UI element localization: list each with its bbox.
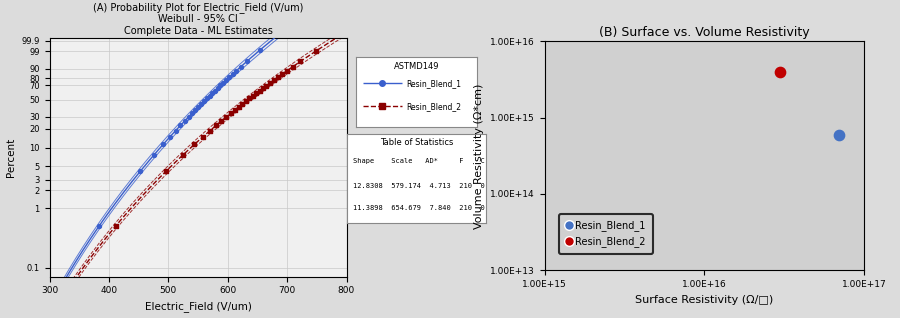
Text: Resin_Blend_1: Resin_Blend_1	[407, 79, 462, 88]
Point	[202, 128, 217, 133]
Point	[174, 123, 188, 128]
Point	[231, 104, 246, 109]
Point	[216, 80, 230, 86]
Point	[266, 78, 281, 83]
Point	[213, 83, 228, 88]
Point	[223, 111, 238, 116]
Point	[205, 91, 220, 96]
Title: (B) Surface vs. Volume Resistivity: (B) Surface vs. Volume Resistivity	[598, 26, 810, 39]
Point	[259, 83, 274, 88]
Text: Resin_Blend_2: Resin_Blend_2	[407, 102, 462, 111]
Point	[222, 75, 237, 80]
X-axis label: Electric_Field (V/um): Electric_Field (V/um)	[145, 301, 251, 312]
Point	[196, 134, 211, 139]
Point	[194, 101, 209, 107]
Text: Shape    Scale   AD*     F    C: Shape Scale AD* F C	[354, 158, 485, 164]
Title: (A) Probability Plot for Electric_Field (V/um)
Weibull - 95% CI
Complete Data - : (A) Probability Plot for Electric_Field …	[93, 2, 303, 36]
Text: ASTMD149: ASTMD149	[393, 62, 439, 71]
Point	[197, 99, 211, 104]
Point	[177, 118, 192, 123]
Point	[234, 64, 248, 69]
Y-axis label: Percent: Percent	[5, 138, 16, 177]
Point	[92, 224, 106, 229]
Point	[219, 78, 233, 83]
Point	[211, 86, 225, 91]
Point	[280, 68, 294, 73]
Point	[235, 101, 249, 107]
Point	[208, 88, 222, 93]
Point	[252, 88, 266, 93]
Point	[253, 47, 267, 52]
Point	[168, 128, 183, 133]
Point	[246, 93, 260, 98]
Point	[270, 75, 284, 80]
X-axis label: Surface Resistivity (Ω/□): Surface Resistivity (Ω/□)	[635, 294, 773, 305]
Point	[188, 107, 202, 113]
Point	[191, 104, 205, 109]
Point	[225, 72, 239, 77]
Point	[293, 59, 308, 64]
Y-axis label: Volume Resistivity (Ω*cm): Volume Resistivity (Ω*cm)	[474, 83, 484, 229]
Point	[285, 64, 300, 69]
Text: 12.8308  579.174  4.713  210  0: 12.8308 579.174 4.713 210 0	[354, 183, 485, 190]
Point	[108, 224, 122, 229]
Point	[249, 91, 264, 96]
Point	[238, 99, 253, 104]
Point	[309, 48, 323, 53]
Point	[202, 93, 217, 98]
Point	[773, 69, 788, 74]
Point	[240, 59, 255, 64]
Point	[228, 107, 242, 113]
Point	[256, 86, 270, 91]
Point	[181, 114, 195, 120]
Point	[133, 169, 148, 174]
Point	[156, 142, 170, 147]
Point	[176, 152, 191, 157]
Point	[242, 96, 256, 101]
Point	[230, 68, 244, 73]
Point	[219, 114, 233, 120]
Point	[263, 80, 277, 86]
Point	[200, 96, 214, 101]
Point	[209, 123, 223, 128]
Point	[214, 118, 229, 123]
Point	[187, 142, 202, 147]
Point	[184, 111, 199, 116]
Point	[274, 72, 289, 77]
Point	[832, 132, 847, 137]
Text: Table of Statistics: Table of Statistics	[380, 138, 453, 147]
Legend: Resin_Blend_1, Resin_Blend_2: Resin_Blend_1, Resin_Blend_2	[559, 214, 652, 254]
Point	[147, 152, 161, 157]
Point	[158, 169, 173, 174]
Point	[163, 134, 177, 139]
Text: 11.3898  654.679  7.840  210  0: 11.3898 654.679 7.840 210 0	[354, 205, 485, 211]
